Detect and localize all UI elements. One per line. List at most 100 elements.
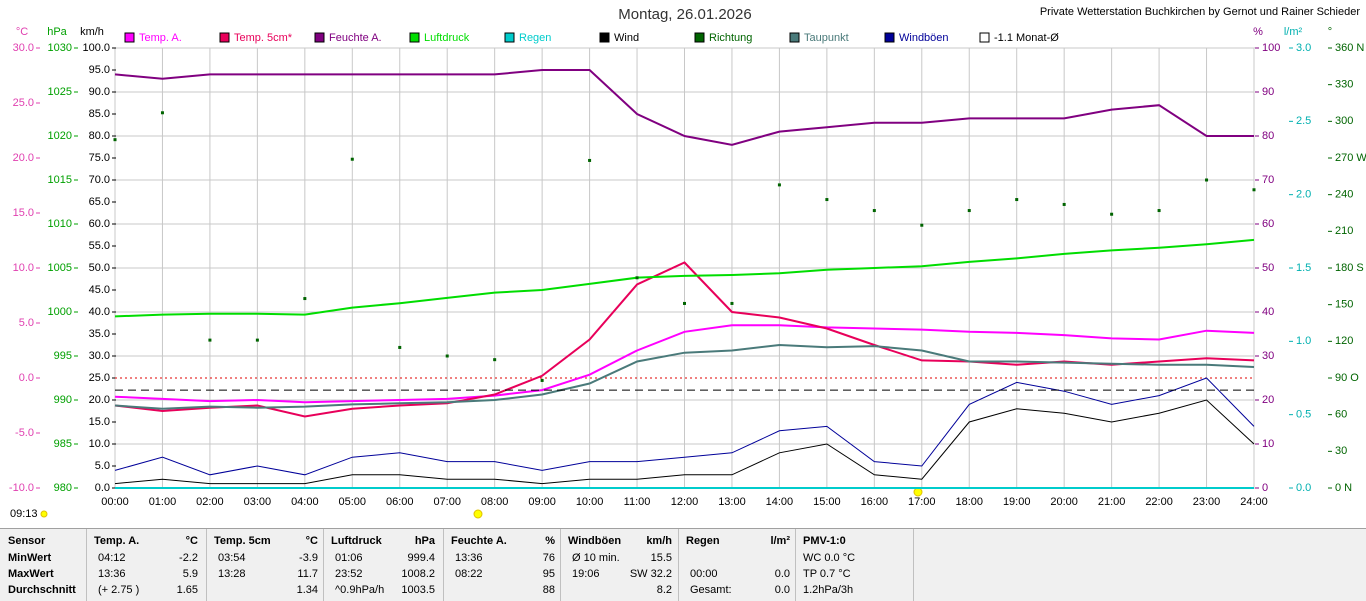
- direction-dot: [113, 138, 117, 142]
- y-tick-label: 30: [1262, 350, 1274, 362]
- table-cell: 88: [542, 584, 555, 596]
- separator: [678, 529, 679, 601]
- legend-swatch: [694, 32, 705, 43]
- sunrise-icon: [473, 509, 483, 519]
- direction-dot: [967, 209, 971, 213]
- legend-swatch: [219, 32, 230, 43]
- direction-dot: [350, 157, 354, 161]
- table-cell: 95: [542, 568, 555, 580]
- x-tick-label: 21:00: [1098, 496, 1126, 508]
- x-tick-label: 14:00: [766, 496, 794, 508]
- direction-dot: [588, 158, 592, 162]
- table-cell: Ø 10 min.: [572, 552, 620, 564]
- table-cell: 76: [542, 552, 555, 564]
- y-tick-label: 330: [1335, 79, 1353, 91]
- y-tick-label: 60.0: [89, 218, 110, 230]
- table-cell: 23:52: [335, 568, 363, 580]
- y-tick-label: 100.0: [82, 42, 110, 54]
- table-cell: °C: [185, 535, 198, 547]
- y-tick-label: 1010: [48, 218, 72, 230]
- legend-label: Richtung: [709, 32, 752, 44]
- y-tick-label: 10.0: [13, 262, 34, 274]
- y-tick-label: 240: [1335, 189, 1353, 201]
- y-tick-label: 1020: [48, 130, 72, 142]
- axis-unit: l/m²: [1284, 26, 1303, 38]
- x-tick-label: 06:00: [386, 496, 414, 508]
- table-cell: 1.2hPa/3h: [803, 584, 854, 596]
- table-cell: °C: [305, 535, 318, 547]
- y-tick-label: 10.0: [89, 438, 110, 450]
- credit: Private Wetterstation Buchkirchen by Ger…: [1040, 6, 1361, 18]
- table-cell: 13:36: [98, 568, 126, 580]
- table-cell: 08:22: [455, 568, 483, 580]
- table-cell: Regen: [686, 535, 720, 547]
- table-cell: 11.7: [297, 568, 318, 580]
- chart: Montag, 26.01.2026 Private Wetterstation…: [9, 6, 1366, 520]
- table-cell: 1008.2: [401, 568, 435, 580]
- series-line: [114, 377, 1255, 476]
- table-cell: 1003.5: [401, 584, 435, 596]
- y-tick-label: 70.0: [89, 174, 110, 186]
- direction-dot: [825, 198, 829, 202]
- y-tick-label: 85.0: [89, 108, 110, 120]
- direction-dot: [635, 276, 639, 280]
- table-cell: WC 0.0 °C: [803, 552, 856, 564]
- table-cell: 0.0: [774, 568, 790, 580]
- direction-dot: [683, 301, 686, 305]
- direction-dot: [730, 301, 734, 305]
- separator: [560, 529, 561, 601]
- y-tick-label: 25.0: [13, 97, 34, 109]
- table-cell: 13:28: [218, 568, 246, 580]
- x-tick-label: 20:00: [1050, 496, 1078, 508]
- table-cell: Gesamt:: [690, 584, 732, 596]
- direction-dot: [1205, 178, 1209, 182]
- y-tick-label: 0 N: [1335, 482, 1352, 494]
- direction-dot: [1110, 212, 1114, 216]
- table-cell: %: [545, 535, 555, 547]
- table-cell: Temp. A.: [94, 535, 140, 547]
- direction-dot: [255, 338, 259, 342]
- x-tick-label: 07:00: [433, 496, 461, 508]
- y-tick-label: 2.0: [1296, 189, 1311, 201]
- legend-swatch: [884, 32, 895, 43]
- chart-title: Montag, 26.01.2026: [618, 6, 751, 23]
- y-tick-label: 90: [1262, 86, 1274, 98]
- y-tick-label: 25.0: [89, 372, 110, 384]
- y-tick-label: 2.5: [1296, 115, 1311, 127]
- stats-table: Sensor MinWert MaxWert Durchschnitt Temp. A.…: [0, 528, 1366, 601]
- x-tick-label: 08:00: [481, 496, 509, 508]
- table-cell: ^0.9hPa/h: [335, 584, 385, 596]
- x-tick-label: 18:00: [955, 496, 983, 508]
- legend-label: Temp. A.: [139, 32, 182, 44]
- table-cell: 5.9: [182, 568, 198, 580]
- y-tick-label: 95.0: [89, 64, 110, 76]
- y-tick-label: 75.0: [89, 152, 110, 164]
- y-tick-label: 40: [1262, 306, 1274, 318]
- y-tick-label: 55.0: [89, 240, 110, 252]
- y-tick-label: 30.0: [13, 42, 34, 54]
- x-tick-label: 00:00: [101, 496, 129, 508]
- y-tick-label: 1.5: [1296, 262, 1311, 274]
- y-tick-label: 50: [1262, 262, 1274, 274]
- table-cell: km/h: [646, 535, 672, 547]
- y-tick-label: 360 N: [1335, 42, 1364, 54]
- y-tick-label: 985: [54, 438, 72, 450]
- separator: [913, 529, 914, 601]
- updated-time: 09:13: [10, 508, 38, 520]
- y-tick-label: 15.0: [13, 207, 34, 219]
- table-cell: Feuchte A.: [451, 535, 507, 547]
- legend-label: Temp. 5cm*: [234, 32, 293, 44]
- y-tick-label: 180 S: [1335, 262, 1364, 274]
- y-tick-label: 80.0: [89, 130, 110, 142]
- x-tick-label: 02:00: [196, 496, 224, 508]
- x-tick-label: 19:00: [1003, 496, 1031, 508]
- table-cell: 03:54: [218, 552, 246, 564]
- table-cell: MaxWert: [8, 568, 54, 580]
- legend-swatch: [789, 32, 800, 43]
- table-cell: Windböen: [568, 535, 622, 547]
- y-tick-label: 10: [1262, 438, 1274, 450]
- table-cell: TP 0.7 °C: [803, 568, 851, 580]
- grid: [114, 47, 1255, 489]
- y-tick-label: 50.0: [89, 262, 110, 274]
- y-tick-label: 990: [54, 394, 72, 406]
